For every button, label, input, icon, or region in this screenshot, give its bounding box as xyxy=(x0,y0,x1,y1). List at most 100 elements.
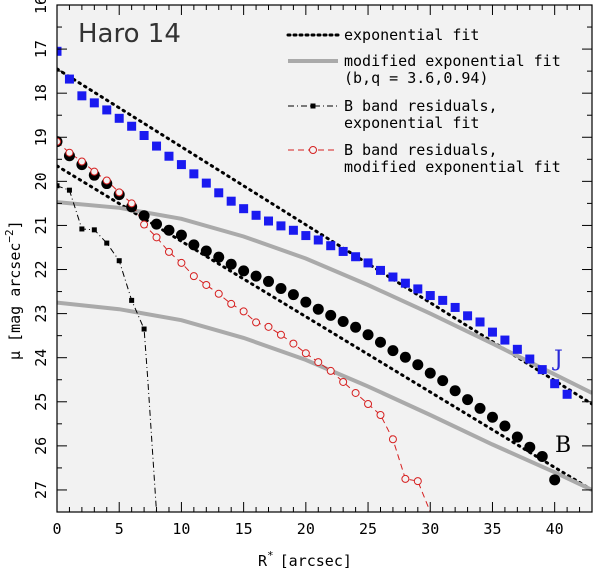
point-b xyxy=(250,270,262,282)
point-b xyxy=(399,351,411,363)
point-j xyxy=(139,130,149,140)
point-b-band-residuals-exponential-fit xyxy=(141,326,147,332)
point-b-band-residuals-modified-exponential-fit xyxy=(140,220,149,229)
point-j xyxy=(363,258,373,268)
point-b xyxy=(287,289,299,301)
x-tick-label: 35 xyxy=(483,520,501,538)
point-b-band-residuals-exponential-fit xyxy=(104,240,110,246)
legend-label-residuals-modified-line2: modified exponential fit xyxy=(344,158,561,176)
point-b xyxy=(300,296,312,308)
point-j xyxy=(487,327,497,337)
point-b-band-residuals-modified-exponential-fit xyxy=(164,247,173,256)
point-b-band-residuals-modified-exponential-fit xyxy=(90,167,99,176)
point-b xyxy=(337,316,349,328)
point-j xyxy=(438,295,448,305)
point-b xyxy=(412,359,424,371)
point-j xyxy=(475,317,485,327)
point-j xyxy=(89,98,99,108)
point-b-band-residuals-exponential-fit xyxy=(129,297,135,303)
point-b-band-residuals-modified-exponential-fit xyxy=(339,377,348,386)
point-b xyxy=(325,309,337,321)
point-j xyxy=(239,204,249,214)
x-axis-title-sup: * xyxy=(267,549,274,562)
point-j xyxy=(375,265,385,275)
point-b xyxy=(437,375,449,387)
y-axis-title: μ [mag arcsec−2] xyxy=(3,220,24,360)
point-b-band-residuals-modified-exponential-fit xyxy=(351,388,360,397)
point-b-band-residuals-modified-exponential-fit xyxy=(115,188,124,197)
point-b-band-residuals-modified-exponential-fit xyxy=(65,148,74,157)
x-tick-label: 20 xyxy=(297,520,315,538)
point-j xyxy=(413,284,423,294)
plot-frame xyxy=(56,4,593,513)
point-b-band-residuals-exponential-fit xyxy=(91,227,97,233)
point-b xyxy=(387,345,399,357)
point-j xyxy=(214,188,224,198)
point-b-band-residuals-modified-exponential-fit xyxy=(177,258,186,267)
point-j xyxy=(512,344,522,354)
point-b xyxy=(275,282,287,294)
point-b xyxy=(213,251,225,263)
y-axis-title-sup: −2 xyxy=(3,229,16,242)
point-b xyxy=(549,474,561,486)
point-b-band-residuals-modified-exponential-fit xyxy=(376,411,385,420)
point-b xyxy=(536,450,548,462)
point-b-band-residuals-modified-exponential-fit xyxy=(314,358,323,367)
point-b xyxy=(225,258,237,270)
point-j xyxy=(189,169,199,179)
x-tick-label: 0 xyxy=(52,520,61,538)
point-b-band-residuals-modified-exponential-fit xyxy=(276,330,285,339)
x-tick-label: 15 xyxy=(235,520,253,538)
y-tick-label: 26 xyxy=(32,437,50,455)
point-j xyxy=(57,46,62,56)
y-tick-label: 21 xyxy=(32,216,50,234)
point-j xyxy=(176,160,186,170)
y-tick-label: 19 xyxy=(32,128,50,146)
point-j xyxy=(288,225,298,235)
point-j xyxy=(301,231,311,241)
point-j xyxy=(64,74,74,84)
point-b-band-residuals-modified-exponential-fit xyxy=(301,349,310,358)
line-b-band-residuals-exponential-fit xyxy=(57,185,157,512)
point-j xyxy=(326,241,336,251)
point-b xyxy=(350,321,362,333)
point-j xyxy=(463,311,473,321)
point-j xyxy=(77,91,87,101)
point-b-band-residuals-exponential-fit xyxy=(79,226,85,232)
point-b-band-residuals-exponential-fit xyxy=(116,258,122,264)
point-b-band-residuals-modified-exponential-fit xyxy=(227,299,236,308)
y-tick-label: 16 xyxy=(32,0,50,14)
point-b-band-residuals-modified-exponential-fit xyxy=(57,137,61,146)
point-j xyxy=(226,196,236,206)
x-tick-label: 40 xyxy=(546,520,564,538)
point-b-band-residuals-modified-exponential-fit xyxy=(102,176,111,185)
point-j xyxy=(537,365,547,375)
point-b-band-residuals-modified-exponential-fit xyxy=(127,199,136,208)
point-j xyxy=(338,246,348,256)
legend-label-residuals-modified-line1: B band residuals, xyxy=(344,141,498,159)
y-tick-label: 17 xyxy=(32,40,50,58)
point-j xyxy=(264,216,274,226)
axis-ticks: 0 5 10 15 20 25 30 35 40 16 17 18 19 20 21 22 23 24 25 26 27 xyxy=(32,0,593,538)
plot-background xyxy=(57,5,592,512)
point-j xyxy=(500,335,510,345)
legend-marker-residuals-exponential xyxy=(310,103,316,109)
y-tick-label: 24 xyxy=(32,349,50,367)
legend-label-residuals-exponential-line2: exponential fit xyxy=(344,114,479,132)
y-tick-label: 23 xyxy=(32,305,50,323)
point-j xyxy=(152,141,162,151)
point-b-band-residuals-modified-exponential-fit xyxy=(401,474,410,483)
point-j xyxy=(400,278,410,288)
y-tick-label: 18 xyxy=(32,84,50,102)
point-b xyxy=(151,218,163,230)
point-b-band-residuals-modified-exponential-fit xyxy=(388,435,397,444)
x-tick-label: 5 xyxy=(115,520,124,538)
point-b xyxy=(474,402,486,414)
point-b xyxy=(188,239,200,251)
legend: exponential fit modified exponential fit… xyxy=(286,26,561,176)
point-j xyxy=(276,221,286,231)
y-tick-label: 27 xyxy=(32,481,50,499)
legend-marker-residuals-modified xyxy=(309,146,317,154)
point-b-band-residuals-modified-exponential-fit xyxy=(189,272,198,281)
legend-label-exponential-fit: exponential fit xyxy=(344,26,479,44)
